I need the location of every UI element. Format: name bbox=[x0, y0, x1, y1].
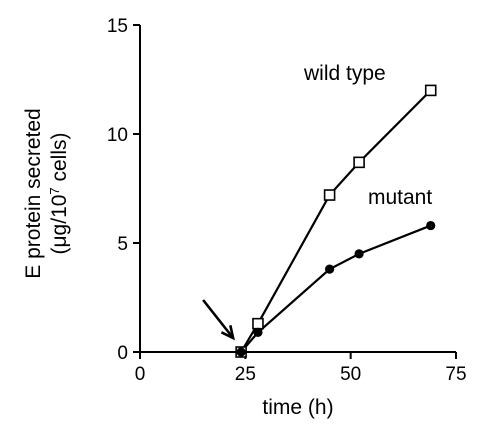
ticks: 0 25 50 75 0 5 10 15 bbox=[107, 16, 467, 385]
y-tick-label: 5 bbox=[117, 234, 128, 255]
wild-type-point bbox=[424, 84, 437, 97]
y-tick-label: 10 bbox=[107, 125, 128, 146]
y-axis-title-line-2: (μg/107 cells) bbox=[47, 132, 72, 254]
x-tick-label: 0 bbox=[135, 364, 146, 385]
wild-type-point bbox=[252, 317, 264, 330]
y-tick-label: 15 bbox=[107, 16, 128, 37]
series-line-wild-type bbox=[240, 89, 432, 353]
x-tick-label: 75 bbox=[445, 364, 466, 385]
y-axis-title-prefix: (μg/10 bbox=[48, 195, 71, 255]
x-tick-label: 50 bbox=[340, 364, 361, 385]
series-label-wild-type: wild type bbox=[303, 62, 386, 85]
plot-area bbox=[235, 84, 437, 358]
mutant-point bbox=[354, 249, 364, 259]
y-axis-title-suffix: cells) bbox=[48, 132, 71, 187]
mutant-point bbox=[253, 327, 263, 337]
arrow-head bbox=[220, 325, 235, 341]
y-tick-label: 0 bbox=[117, 343, 128, 364]
y-axis-title-line-1: E protein secreted bbox=[22, 108, 45, 278]
arrow-shaft bbox=[202, 299, 235, 339]
y-axis-title: E protein secreted (μg/107 cells) bbox=[22, 108, 71, 278]
series-line-mutant bbox=[240, 224, 432, 353]
series-label-mutant: mutant bbox=[368, 186, 432, 209]
x-axis-title: time (h) bbox=[262, 396, 333, 419]
mutant-point bbox=[236, 347, 246, 357]
x-tick-label: 25 bbox=[235, 364, 256, 385]
axes bbox=[139, 25, 456, 353]
wild-type-point bbox=[353, 156, 365, 169]
arrow-annotation bbox=[202, 299, 235, 341]
mutant-point bbox=[325, 264, 335, 274]
mutant-point bbox=[426, 220, 436, 231]
y-axis-title-superscript: 7 bbox=[47, 187, 62, 194]
wild-type-point bbox=[323, 189, 336, 201]
